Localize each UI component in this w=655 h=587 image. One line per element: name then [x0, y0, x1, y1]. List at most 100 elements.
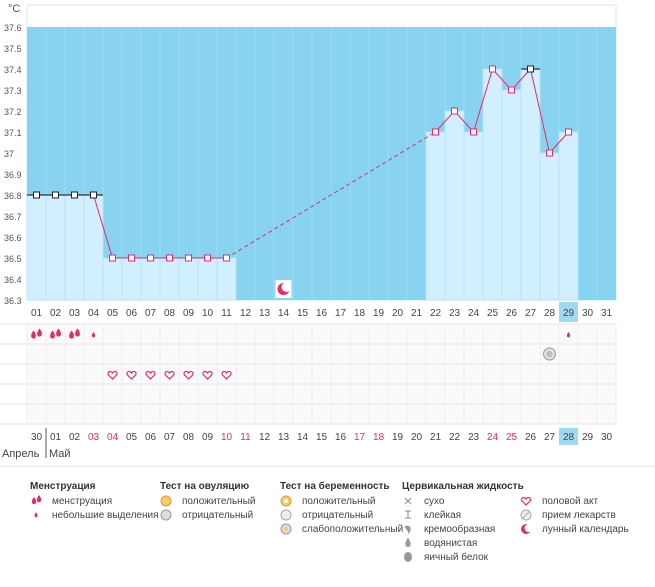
- date-label: 22: [449, 432, 461, 443]
- y-tick-label: 36.7: [4, 212, 22, 222]
- temperature-point: [470, 128, 477, 136]
- heart-icon: [520, 496, 532, 506]
- y-tick-label: 36.6: [4, 233, 22, 243]
- temperature-bar: [83, 194, 104, 301]
- temperature-bar: [64, 194, 85, 301]
- date-label: 30: [601, 432, 613, 443]
- y-tick-label: 37: [4, 149, 14, 159]
- cycle-day-label: 26: [506, 308, 518, 319]
- sticky-icon: [405, 510, 411, 519]
- temperature-bar: [520, 68, 541, 301]
- temperature-point: [451, 107, 458, 115]
- temperature-point: [204, 254, 211, 262]
- date-label: 02: [69, 432, 81, 443]
- date-label: 25: [506, 432, 518, 443]
- moon-icon-cut: [524, 524, 533, 532]
- legend-group-title: Цервикальная жидкость: [402, 481, 524, 492]
- temperature-point: [33, 191, 40, 199]
- ovulation-negative-icon: [160, 509, 172, 521]
- temperature-point: [546, 149, 553, 157]
- date-label: 27: [544, 432, 556, 443]
- cycle-day-label: 21: [411, 308, 423, 319]
- date-label: 17: [354, 432, 366, 443]
- drop-pair-icon: [36, 495, 42, 503]
- heart-icon: [164, 370, 175, 380]
- cycle-day-label: 28: [544, 308, 556, 319]
- temperature-bar: [140, 257, 161, 301]
- legend-item-label: сухо: [424, 496, 445, 507]
- menstruation-light-icon: [91, 332, 96, 338]
- temperature-bar: [159, 257, 180, 301]
- date-label: 18: [373, 432, 385, 443]
- heart-icon: [126, 370, 137, 380]
- moon-icon-cut: [281, 282, 292, 292]
- temperature-point: [128, 254, 135, 262]
- legend-item-label: менструация: [52, 496, 112, 507]
- temperature-point: [185, 254, 192, 262]
- drop-small-icon: [34, 512, 38, 518]
- menstruation-light-icon: [566, 332, 571, 338]
- cycle-day-label: 27: [525, 308, 537, 319]
- cycle-day-label: 15: [297, 308, 309, 319]
- date-label: 28: [563, 432, 575, 443]
- date-label: 11: [240, 432, 251, 443]
- date-label: 30: [31, 432, 43, 443]
- ovulation-positive-icon: [160, 495, 172, 507]
- menstruation-heavy-icon: [31, 330, 36, 339]
- month-label: Апрель: [2, 448, 40, 460]
- legend-group-title: Тест на овуляцию: [160, 481, 250, 492]
- cycle-day-label: 30: [582, 308, 594, 319]
- date-label: 05: [126, 432, 138, 443]
- current-day-highlight: [559, 302, 578, 322]
- cycle-day-label: 03: [69, 308, 81, 319]
- legend-item-label: водянистая: [424, 538, 477, 549]
- legend-item-label: лунный календарь: [542, 524, 629, 535]
- heart-icon: [183, 370, 194, 380]
- temperature-line-segment: [530, 68, 550, 154]
- temperature-point: [489, 65, 496, 73]
- pregnancy-negative-icon: [280, 509, 292, 521]
- legend-item-label: прием лекарств: [542, 510, 616, 521]
- temperature-gap-dashed: [226, 131, 436, 259]
- temperature-bar: [197, 257, 218, 301]
- date-label: 23: [468, 432, 480, 443]
- ovulation-negative-core: [546, 351, 553, 357]
- menstruation-heavy-icon: [75, 328, 80, 337]
- y-tick-label: 36.4: [4, 275, 22, 285]
- menstruation-heavy-icon: [37, 328, 42, 337]
- temperature-line-segment: [473, 68, 493, 133]
- temperature-bar: [482, 68, 503, 301]
- cycle-day-label: 10: [202, 308, 214, 319]
- temperature-bar: [45, 194, 66, 301]
- temperature-point: [223, 254, 230, 262]
- cycle-day-label: 14: [278, 308, 290, 319]
- pregnancy-positive-icon-core: [284, 499, 288, 503]
- temperature-point: [565, 128, 572, 136]
- y-tick-label: 36.3: [4, 296, 22, 306]
- menstruation-heavy-icon: [56, 328, 61, 337]
- cycle-day-label: 20: [392, 308, 404, 319]
- menstruation-heavy-icon: [69, 330, 74, 339]
- temperature-point: [109, 254, 116, 262]
- marker-grid-bg: [27, 324, 616, 424]
- cycle-day-label: 06: [126, 308, 138, 319]
- cycle-day-label: 02: [50, 308, 62, 319]
- date-label: 07: [164, 432, 176, 443]
- date-label: 26: [525, 432, 537, 443]
- cycle-day-label: 12: [240, 308, 252, 319]
- temperature-bar: [463, 131, 484, 301]
- cycle-day-label: 24: [468, 308, 480, 319]
- temperature-bar: [121, 257, 142, 301]
- y-tick-label: 37.4: [4, 65, 22, 75]
- date-label: 21: [430, 432, 442, 443]
- date-label: 19: [392, 432, 404, 443]
- cycle-day-label: 11: [221, 308, 232, 319]
- date-label: 10: [221, 432, 233, 443]
- legend-item-label: небольшие выделения: [52, 509, 159, 521]
- date-label: 13: [278, 432, 290, 443]
- y-tick-label: 37.2: [4, 107, 22, 117]
- legend-group-title: Тест на беременность: [280, 480, 390, 492]
- temperature-bar: [425, 131, 446, 301]
- creamy-icon: [404, 525, 411, 534]
